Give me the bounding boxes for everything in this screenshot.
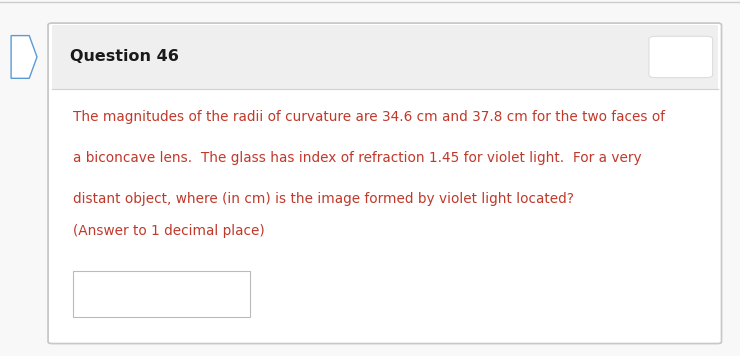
FancyBboxPatch shape bbox=[649, 36, 713, 78]
Text: a biconcave lens.  The glass has index of refraction 1.45 for violet light.  For: a biconcave lens. The glass has index of… bbox=[73, 151, 641, 165]
Text: distant object, where (in cm) is the image formed by violet light located?: distant object, where (in cm) is the ima… bbox=[73, 192, 574, 206]
Text: Question 46: Question 46 bbox=[70, 49, 179, 64]
Bar bbox=[73, 271, 250, 317]
FancyBboxPatch shape bbox=[48, 23, 722, 344]
Bar bbox=[52, 25, 718, 89]
Polygon shape bbox=[11, 36, 37, 78]
Text: (Answer to 1 decimal place): (Answer to 1 decimal place) bbox=[73, 224, 264, 238]
Text: The magnitudes of the radii of curvature are 34.6 cm and 37.8 cm for the two fac: The magnitudes of the radii of curvature… bbox=[73, 110, 665, 124]
